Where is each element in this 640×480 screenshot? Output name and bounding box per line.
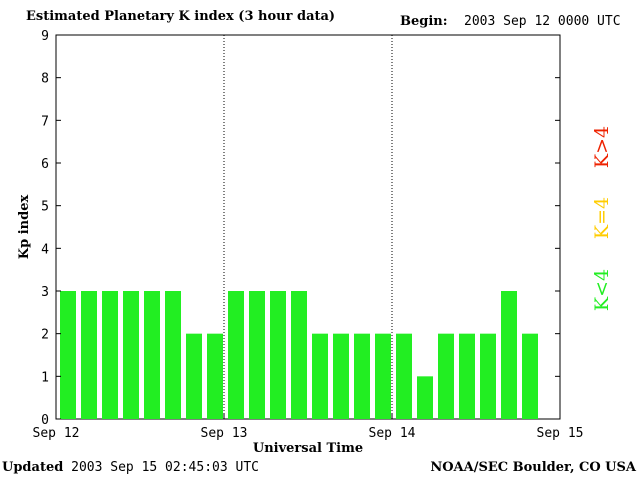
x-tick-label: Sep 15 [537, 426, 584, 441]
updated-label: Updated [2, 460, 64, 475]
kp-bar [480, 333, 496, 419]
kp-bar [312, 333, 328, 419]
y-tick-label: 3 [41, 285, 49, 300]
kp-bar [417, 376, 433, 419]
kp-bar [459, 333, 475, 419]
legend-item: K>4 [591, 126, 613, 168]
kp-bar [144, 291, 160, 419]
kp-bar [291, 291, 307, 419]
kp-bar [396, 333, 412, 419]
kp-bar [375, 333, 391, 419]
y-tick-label: 5 [41, 200, 49, 215]
kp-bar [165, 291, 181, 419]
y-tick-label: 1 [41, 370, 49, 385]
kp-bar [354, 333, 370, 419]
begin-value: 2003 Sep 12 0000 UTC [464, 14, 621, 29]
y-tick-label: 0 [41, 413, 49, 428]
y-tick-label: 9 [41, 29, 49, 44]
kp-bar [123, 291, 139, 419]
x-tick-label: Sep 14 [369, 426, 416, 441]
x-tick-label: Sep 12 [33, 426, 80, 441]
legend-item: K=4 [591, 197, 613, 239]
kp-bar [102, 291, 118, 419]
kp-bar [522, 333, 538, 419]
kp-bar [228, 291, 244, 419]
y-tick-label: 6 [41, 157, 49, 172]
credit-text: NOAA/SEC Boulder, CO USA [430, 460, 636, 475]
kp-bar [270, 291, 286, 419]
plot-frame [55, 34, 561, 420]
x-tick-label: Sep 13 [201, 426, 248, 441]
chart-title: Estimated Planetary K index (3 hour data… [26, 9, 336, 24]
y-axis-title: Kp index [17, 195, 32, 260]
legend-item: K<4 [591, 269, 613, 311]
y-tick-label: 2 [41, 328, 49, 343]
x-axis-title: Universal Time [253, 441, 363, 456]
kp-bar [501, 291, 517, 419]
begin-label: Begin: [400, 14, 448, 29]
kp-bar [186, 333, 202, 419]
y-tick-label: 4 [41, 242, 49, 257]
kp-bar [207, 333, 223, 419]
y-tick-label: 8 [41, 72, 49, 87]
updated-timestamp: Updated 2003 Sep 15 02:45:03 UTC [2, 460, 259, 475]
updated-value: 2003 Sep 15 02:45:03 UTC [71, 460, 259, 475]
kp-bar [333, 333, 349, 419]
kp-bar [438, 333, 454, 419]
kp-bar [60, 291, 76, 419]
y-tick-label: 7 [41, 114, 49, 129]
kp-bar [81, 291, 97, 419]
kp-bar [249, 291, 265, 419]
